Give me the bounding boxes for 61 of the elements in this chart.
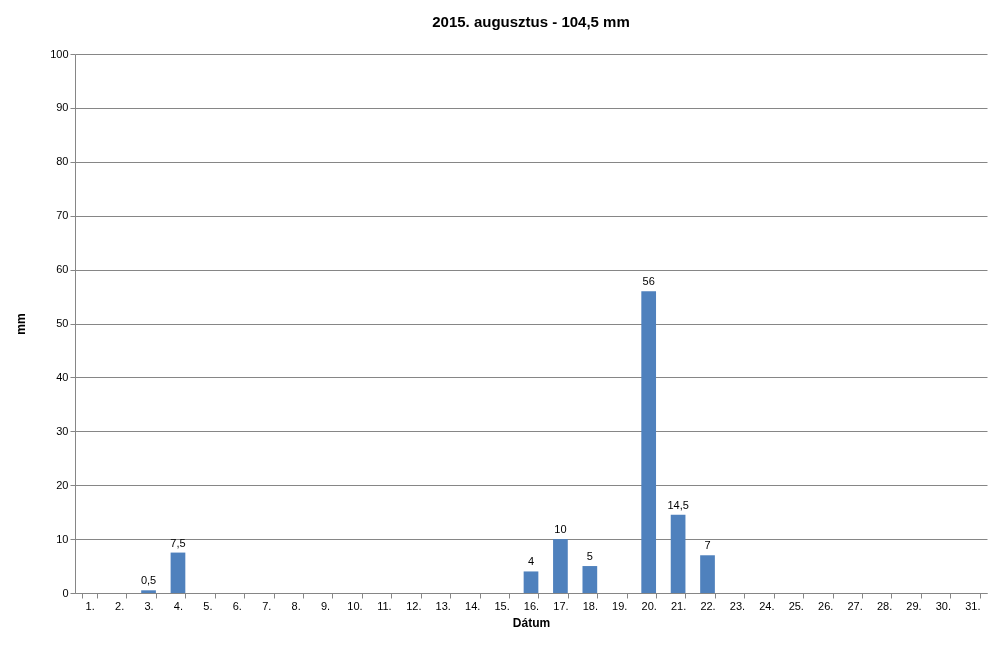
chart-title: 2015. augusztus - 104,5 mm bbox=[432, 13, 630, 30]
x-tick-label: 3. bbox=[144, 599, 154, 612]
x-tick-label: 18. bbox=[582, 599, 598, 612]
y-tick-label: 90 bbox=[56, 101, 69, 114]
bar bbox=[170, 552, 186, 593]
bar bbox=[700, 555, 715, 593]
data-label: 14,5 bbox=[667, 498, 689, 511]
x-tick-label: 9. bbox=[320, 599, 331, 612]
x-tick-label: 27. bbox=[847, 599, 863, 612]
x-tick-label: 25. bbox=[788, 599, 804, 612]
x-tick-label: 12. bbox=[406, 599, 422, 612]
data-label: 7,5 bbox=[170, 536, 186, 549]
y-tick-label: 30 bbox=[56, 424, 69, 437]
y-tick-label: 0 bbox=[62, 586, 69, 599]
x-tick-label: 6. bbox=[232, 599, 242, 612]
x-tick-label: 23. bbox=[729, 599, 746, 612]
x-tick-label: 15. bbox=[494, 599, 510, 612]
y-tick-label: 50 bbox=[56, 317, 69, 329]
x-tick-label: 28. bbox=[876, 599, 893, 612]
y-tick-label: 40 bbox=[56, 370, 69, 383]
x-tick-label: 7. bbox=[262, 599, 272, 612]
y-tick-label: 60 bbox=[56, 263, 69, 276]
data-label: 5 bbox=[586, 550, 593, 563]
x-tick-label: 11. bbox=[377, 599, 392, 612]
x-tick-label: 16. bbox=[523, 599, 540, 612]
x-tick-label: 14. bbox=[465, 599, 481, 612]
x-tick-label: 19. bbox=[612, 599, 628, 612]
x-tick-label: 10. bbox=[347, 599, 363, 612]
data-label: 0,5 bbox=[140, 574, 157, 587]
x-tick-label: 26. bbox=[818, 599, 834, 612]
data-label: 4 bbox=[527, 555, 535, 568]
y-axis-title: mm bbox=[14, 313, 29, 335]
x-tick-label: 24. bbox=[759, 599, 775, 612]
x-tick-label: 8. bbox=[291, 599, 301, 612]
y-tick-label: 100 bbox=[50, 47, 69, 60]
x-tick-label: 31. bbox=[965, 599, 981, 612]
y-tick-label: 20 bbox=[56, 478, 69, 491]
bar bbox=[641, 291, 657, 593]
x-tick-label: 2. bbox=[115, 599, 125, 612]
x-tick-label: 4. bbox=[173, 599, 184, 612]
x-tick-label: 20. bbox=[641, 599, 657, 612]
data-label: 10 bbox=[554, 523, 567, 536]
bar bbox=[582, 566, 598, 593]
data-label: 56 bbox=[642, 275, 655, 288]
bar bbox=[553, 539, 568, 593]
bar bbox=[141, 590, 156, 593]
y-tick-label: 10 bbox=[56, 532, 69, 545]
bar bbox=[670, 514, 686, 593]
x-tick-label: 21. bbox=[670, 599, 687, 612]
y-tick-label: 70 bbox=[56, 209, 69, 222]
x-tick-label: 29. bbox=[906, 599, 922, 612]
x-tick-label: 17. bbox=[553, 599, 569, 612]
data-label: 7 bbox=[704, 539, 711, 552]
x-axis-title: Dátum bbox=[512, 615, 551, 630]
x-tick-label: 30. bbox=[935, 599, 952, 612]
y-tick-label: 80 bbox=[56, 155, 69, 168]
x-tick-label: 22. bbox=[700, 599, 716, 612]
x-tick-label: 13. bbox=[435, 599, 451, 612]
bar bbox=[523, 571, 539, 593]
x-tick-label: 1. bbox=[85, 599, 95, 612]
x-tick-label: 5. bbox=[203, 599, 213, 612]
